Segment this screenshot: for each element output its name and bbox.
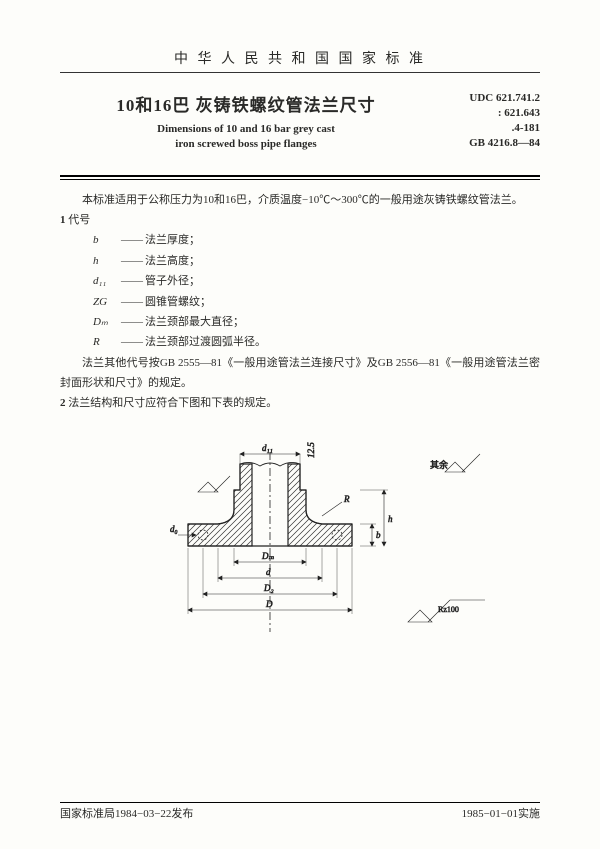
dim-b: b: [376, 530, 381, 540]
intro-para: 本标准适用于公称压力为10和16巴，介质温度−10℃～300℃的一般用途灰铸铁螺…: [60, 190, 540, 210]
def-sym-0: b: [93, 230, 121, 250]
main-title-block: 10和16巴 灰铸铁螺纹管法兰尺寸 Dimensions of 10 and 1…: [60, 91, 432, 153]
footer-rule: [60, 802, 540, 803]
def-text-3: 圆锥管螺纹；: [145, 292, 211, 312]
body-text: 本标准适用于公称压力为10和16巴，介质温度−10℃～300℃的一般用途灰铸铁螺…: [60, 190, 540, 414]
footer-left: 国家标准局1984−03−22发布: [60, 805, 193, 821]
section-1-num: 1: [60, 214, 66, 226]
def-sym-3: ZG: [93, 292, 121, 312]
def-row-3: ZG——圆锥管螺纹；: [93, 292, 540, 312]
header-title: 中 华 人 民 共 和 国 国 家 标 准: [60, 48, 540, 68]
code-udc-2: : 621.643: [487, 107, 540, 119]
def-text-0: 法兰厚度；: [145, 230, 200, 250]
top-block: 10和16巴 灰铸铁螺纹管法兰尺寸 Dimensions of 10 and 1…: [60, 91, 540, 153]
code-gb: GB 4216.8—84: [469, 137, 540, 149]
double-rule: [60, 175, 540, 180]
code-udc-3: .4-181: [501, 122, 540, 134]
note-rz: Rz100: [438, 605, 459, 614]
dim-R: R: [343, 494, 350, 504]
dim-top12: 12.5: [306, 441, 316, 457]
main-title-en-1: Dimensions of 10 and 16 bar grey cast: [60, 122, 432, 137]
def-sym-2: d₁₁: [93, 271, 121, 291]
def-row-4: Dₘ——法兰颈部最大直径；: [93, 312, 540, 332]
def-list: b——法兰厚度； h——法兰高度； d₁₁——管子外径； ZG——圆锥管螺纹； …: [93, 230, 540, 352]
dim-Dm: Dₘ: [261, 551, 274, 561]
def-sym-4: Dₘ: [93, 312, 121, 332]
dim-D2: D₂: [263, 583, 274, 593]
note-other: 其余: [430, 459, 448, 470]
main-title-cn: 10和16巴 灰铸铁螺纹管法兰尺寸: [60, 91, 432, 116]
code-udc-1: UDC 621.741.2: [469, 92, 540, 104]
def-text-1: 法兰高度；: [145, 251, 200, 271]
section-2: 2 法兰结构和尺寸应符合下图和下表的规定。: [60, 393, 540, 413]
def-sym-1: h: [93, 251, 121, 271]
section-2-num: 2: [60, 397, 66, 409]
footer: 国家标准局1984−03−22发布 1985−01−01实施: [60, 805, 540, 821]
para-2: 法兰其他代号按GB 2555—81《一般用途管法兰连接尺寸》及GB 2556—8…: [60, 353, 540, 394]
def-text-2: 管子外径；: [145, 271, 200, 291]
def-text-5: 法兰颈部过渡圆弧半径。: [145, 332, 266, 352]
dim-d: d: [266, 567, 271, 577]
code-block: UDC 621.741.2 : 621.643 .4-181 GB 4216.8…: [440, 91, 540, 150]
section-2-text: 法兰结构和尺寸应符合下图和下表的规定。: [68, 397, 277, 409]
dim-D: D: [265, 599, 273, 609]
main-title-en-2: iron screwed boss pipe flanges: [60, 137, 432, 152]
title-rule: [60, 72, 540, 73]
def-text-4: 法兰颈部最大直径；: [145, 312, 244, 332]
def-row-0: b——法兰厚度；: [93, 230, 540, 250]
def-row-5: R——法兰颈部过渡圆弧半径。: [93, 332, 540, 352]
dim-h: h: [388, 514, 393, 524]
def-row-2: d₁₁——管子外径；: [93, 271, 540, 291]
def-sym-5: R: [93, 332, 121, 352]
flange-diagram: d₁₁ 12.5 d₀ R b h Dₘ d: [90, 432, 510, 682]
dim-d11: d₁₁: [262, 443, 273, 453]
dim-d0: d₀: [170, 524, 178, 534]
section-1: 1 代号: [60, 210, 540, 230]
section-1-label: 代号: [68, 214, 90, 226]
def-row-1: h——法兰高度；: [93, 251, 540, 271]
footer-right: 1985−01−01实施: [462, 805, 540, 821]
